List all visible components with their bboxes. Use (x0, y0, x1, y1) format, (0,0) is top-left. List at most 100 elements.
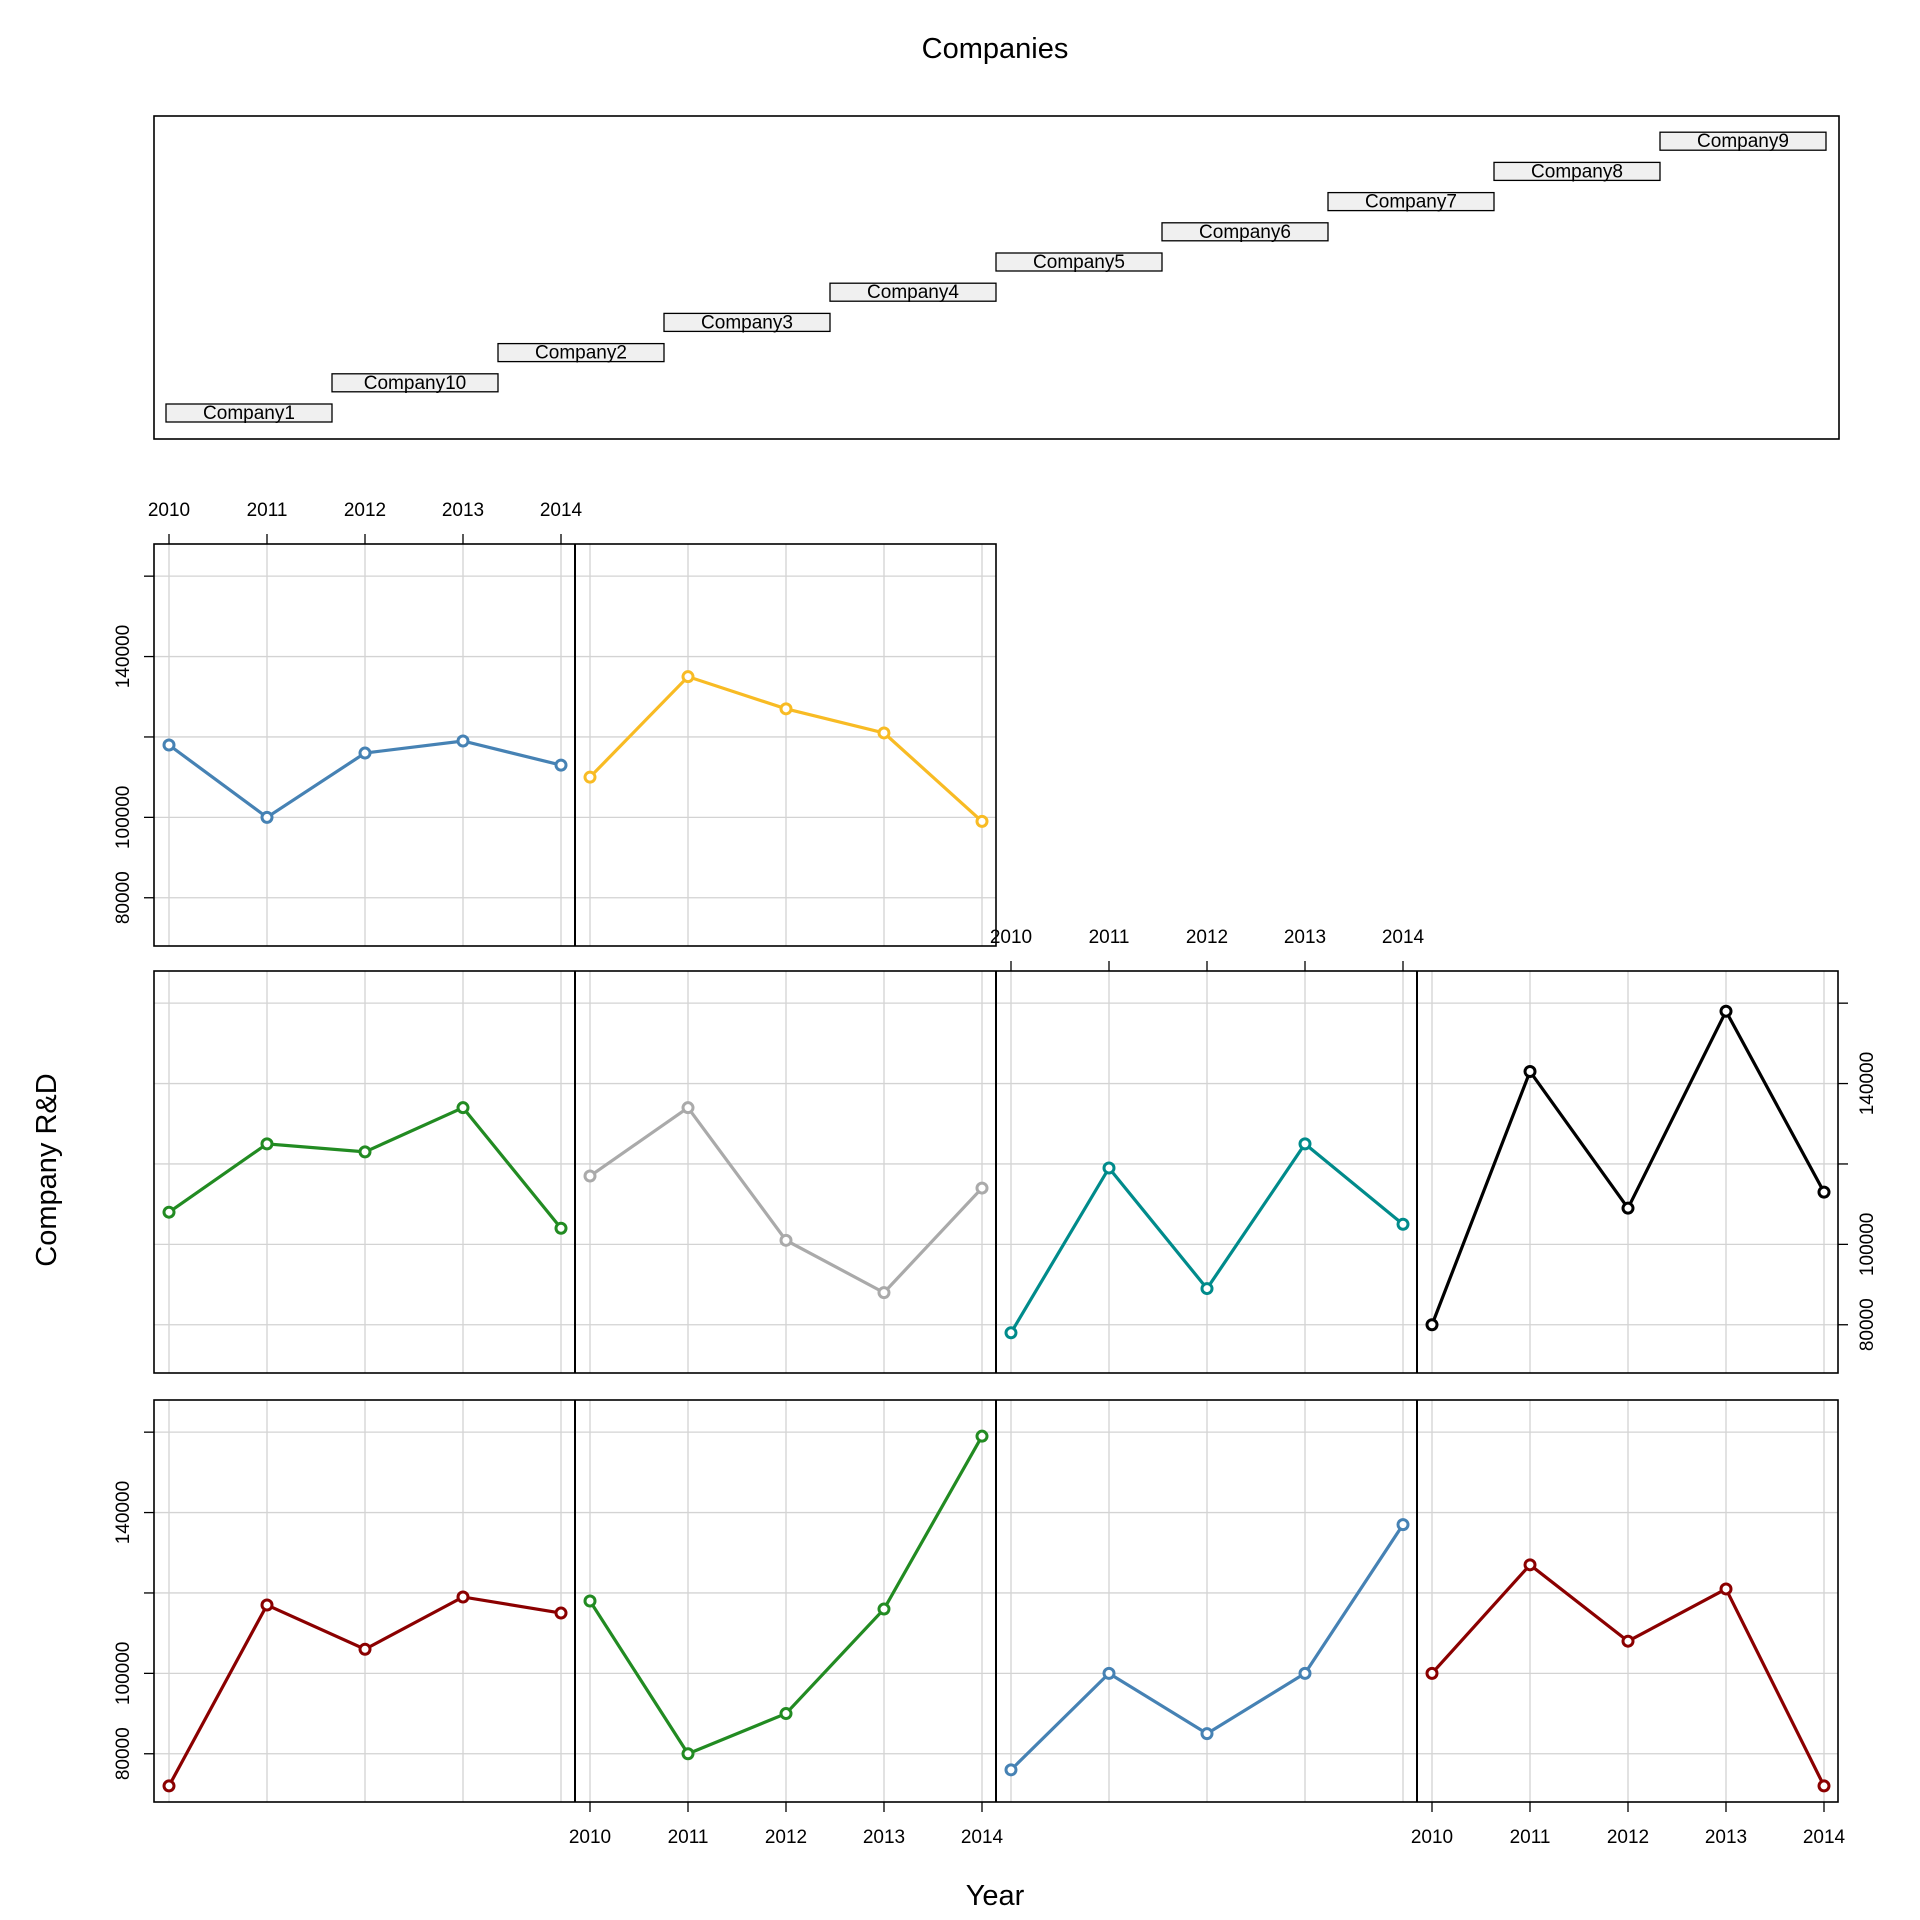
x-tick-label: 2014 (961, 1827, 1004, 1848)
point-company6-2011 (1102, 1161, 1116, 1175)
panel-company2 (996, 1400, 1417, 1802)
point-company6-2014 (1396, 1217, 1410, 1231)
point-company2-2010 (1004, 1763, 1018, 1777)
x-tick-label: 2012 (1186, 927, 1228, 948)
strip-box-company7 (1327, 191, 1495, 212)
strip-frame (153, 115, 1840, 440)
point-company4-2013 (456, 1101, 470, 1115)
point-company8-2013 (456, 734, 470, 748)
panel-company7 (1417, 971, 1838, 1373)
strip-box-company10 (331, 373, 499, 393)
point-company10-2012 (779, 1707, 793, 1721)
point-company3-2014 (1817, 1779, 1831, 1793)
strip-box-company5 (995, 252, 1163, 272)
strip-label-company10: Company10 (364, 373, 466, 394)
panel-company5 (575, 971, 996, 1373)
point-company9-2011 (681, 670, 695, 684)
x-tick-label: 2011 (247, 500, 288, 521)
x-tick-label: 2010 (1411, 1827, 1453, 1848)
strip-box-company1 (165, 403, 333, 423)
point-company2-2013 (1298, 1666, 1312, 1680)
x-tick-label: 2011 (1089, 927, 1130, 948)
x-tick-label: 2014 (1382, 927, 1425, 948)
y-tick-label: 100000 (113, 786, 134, 849)
point-company3-2010 (1425, 1666, 1439, 1680)
axes: 2010 2011 2012 2013 2014 2010 2011 2012 2013 2014… (113, 500, 1878, 1848)
point-company1-2011 (260, 1598, 274, 1612)
panel-company1 (154, 1400, 575, 1802)
x-tick-label: 2010 (569, 1827, 611, 1848)
point-company7-2010 (1425, 1318, 1439, 1332)
strip-label-company5: Company5 (1033, 252, 1125, 273)
y-tick-label: 80000 (113, 871, 134, 924)
point-company10-2013 (877, 1602, 891, 1616)
strip-label-company4: Company4 (867, 282, 959, 303)
y-tick-label: 140000 (113, 1481, 134, 1544)
point-company4-2012 (358, 1145, 372, 1159)
point-company10-2014 (975, 1429, 989, 1443)
strip-label-company9: Company9 (1697, 131, 1789, 152)
point-company8-2011 (260, 810, 274, 824)
strip-box-company9 (1659, 131, 1827, 151)
panel-frames (153, 543, 1839, 1803)
point-company5-2010 (583, 1169, 597, 1183)
point-company3-2011 (1523, 1558, 1537, 1572)
point-company9-2014 (975, 814, 989, 828)
strip-box-company8 (1493, 161, 1661, 182)
strip-box-company2 (497, 342, 665, 363)
y-axis-title: Company R&D (31, 1073, 63, 1266)
point-company1-2014 (554, 1606, 568, 1620)
strip-box-company4 (829, 282, 997, 302)
y-tick-label: 80000 (1857, 1298, 1878, 1351)
chart-title: Companies (922, 33, 1069, 65)
x-tick-label: 2012 (344, 500, 386, 521)
strip-label-company8: Company8 (1531, 161, 1623, 182)
point-company3-2013 (1719, 1582, 1733, 1596)
point-company7-2013 (1719, 1004, 1733, 1018)
x-tick-label: 2011 (1510, 1827, 1551, 1848)
point-company8-2014 (554, 758, 568, 772)
x-tick-label: 2012 (765, 1827, 807, 1848)
panel-company9 (575, 544, 996, 946)
y-tick-label: 100000 (1857, 1213, 1878, 1276)
x-tick-label: 2013 (1284, 927, 1326, 948)
strip-box-company6 (1161, 222, 1329, 242)
strip-box-company3 (663, 312, 831, 333)
panel-company3 (1417, 1400, 1838, 1802)
point-company9-2013 (877, 726, 891, 740)
x-axis-title: Year (966, 1880, 1025, 1912)
point-company8-2010 (162, 738, 176, 752)
x-tick-label: 2013 (1705, 1827, 1747, 1848)
x-tick-label: 2011 (668, 1827, 709, 1848)
x-tick-label: 2014 (1803, 1827, 1846, 1848)
y-tick-label: 140000 (113, 625, 134, 688)
y-tick-label: 100000 (113, 1642, 134, 1705)
point-company6-2013 (1298, 1137, 1312, 1151)
x-tick-label: 2014 (540, 500, 583, 521)
x-tick-label: 2010 (148, 500, 190, 521)
panel-company8 (154, 544, 575, 946)
point-company4-2014 (554, 1221, 568, 1235)
panel-company6 (996, 971, 1417, 1373)
point-company10-2011 (681, 1747, 695, 1761)
point-company10-2010 (583, 1594, 597, 1608)
point-company5-2014 (975, 1181, 989, 1195)
y-tick-label: 80000 (113, 1727, 134, 1780)
x-tick-label: 2013 (863, 1827, 905, 1848)
strip-label-company7: Company7 (1365, 192, 1457, 213)
strip-label-company3: Company3 (701, 312, 793, 333)
point-company1-2013 (456, 1590, 470, 1604)
point-company6-2010 (1004, 1326, 1018, 1340)
x-tick-label: 2012 (1607, 1827, 1649, 1848)
point-company4-2010 (162, 1205, 176, 1219)
point-company7-2014 (1817, 1185, 1831, 1199)
strip-label-company2: Company2 (535, 343, 627, 364)
panel-company4 (154, 971, 575, 1373)
point-company9-2012 (779, 702, 793, 716)
y-tick-label: 140000 (1857, 1052, 1878, 1115)
point-company7-2011 (1523, 1065, 1537, 1078)
panel-company10 (575, 1400, 996, 1802)
point-company2-2012 (1200, 1727, 1214, 1741)
point-company9-2010 (583, 770, 597, 784)
